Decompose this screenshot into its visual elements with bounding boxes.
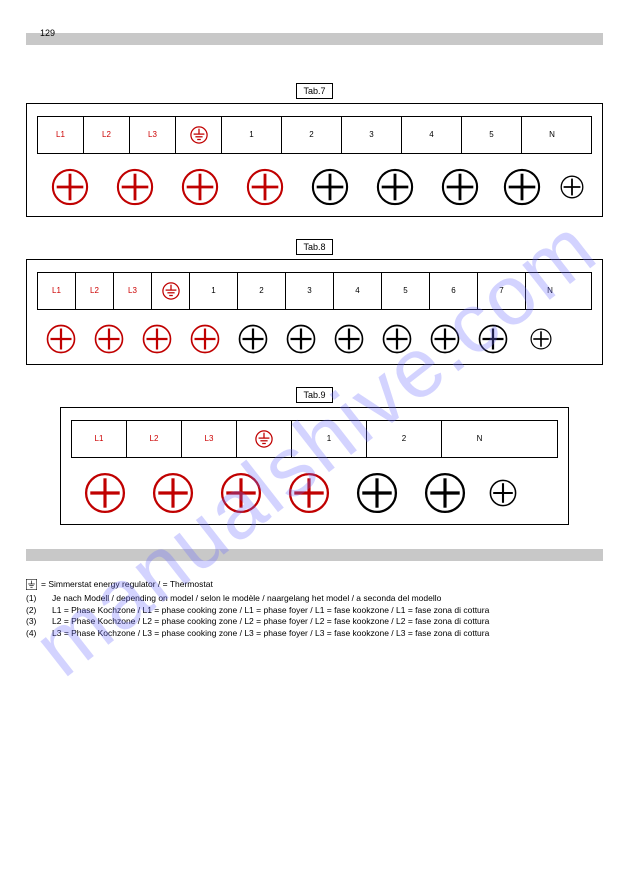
screw-terminal-icon — [297, 168, 362, 206]
page-title — [0, 51, 629, 61]
screw-terminal-icon — [181, 324, 229, 354]
footer-line: (3) L2 = Phase Kochzone / L2 = phase cook… — [26, 616, 603, 627]
terminal-label: 4 — [334, 273, 382, 309]
footer: = Simmerstat energy regulator / = Thermo… — [26, 579, 603, 639]
ground-icon — [26, 579, 37, 593]
ground-icon — [152, 273, 190, 309]
tab8-caption: Tab.8 — [296, 239, 332, 255]
footnote-text: L3 = Phase Kochzone / L3 = phase cooking… — [52, 628, 489, 639]
footnote-number: (2) — [26, 605, 48, 616]
screw-terminal-icon — [37, 168, 102, 206]
footnote-text: L1 = Phase Kochzone / L1 = phase cooking… — [52, 605, 489, 616]
screw-terminal-icon — [85, 324, 133, 354]
ground-icon — [176, 117, 222, 153]
footer-line: (2) L1 = Phase Kochzone / L1 = phase cook… — [26, 605, 603, 616]
terminal-label: 1 — [292, 421, 367, 457]
footnote-number: (4) — [26, 628, 48, 639]
screw-terminal-icon — [343, 472, 411, 514]
screw-terminal-icon — [469, 324, 517, 354]
screw-terminal-icon — [427, 168, 492, 206]
terminal-label: L3 — [114, 273, 152, 309]
terminal-label: 5 — [382, 273, 430, 309]
screw-terminal-icon — [411, 472, 479, 514]
terminal-label: N — [442, 421, 517, 457]
terminal-label: N — [522, 117, 582, 153]
tab9-label-row: L1L2L3 12N — [71, 420, 558, 458]
footnote-text: Je nach Modell / depending on model / se… — [52, 593, 441, 604]
terminal-label: L2 — [84, 117, 130, 153]
terminal-label: 3 — [342, 117, 402, 153]
screw-terminal-icon — [37, 324, 85, 354]
terminal-label: L2 — [127, 421, 182, 457]
screw-terminal-icon — [421, 324, 469, 354]
terminal-label: 2 — [282, 117, 342, 153]
panel-tab8: L1L2L3 1234567N — [26, 259, 603, 365]
footnote-number: (3) — [26, 616, 48, 627]
screw-terminal-icon — [139, 472, 207, 514]
screw-terminal-icon — [325, 324, 373, 354]
terminal-label: L2 — [76, 273, 114, 309]
footer-line: (1) Je nach Modell / depending on model /… — [26, 593, 603, 604]
screw-terminal-icon — [232, 168, 297, 206]
screw-terminal-icon — [373, 324, 421, 354]
panel-tab7: L1L2L3 12345N — [26, 103, 603, 217]
top-grey-bar — [26, 33, 603, 45]
tab8-icon-row — [37, 324, 592, 354]
terminal-label: 4 — [402, 117, 462, 153]
terminal-label: 2 — [367, 421, 442, 457]
screw-terminal-icon — [492, 168, 552, 206]
tab7-caption: Tab.7 — [296, 83, 332, 99]
screw-terminal-icon — [275, 472, 343, 514]
footnote-number: (1) — [26, 593, 48, 604]
screw-terminal-icon — [133, 324, 181, 354]
terminal-label: L3 — [130, 117, 176, 153]
terminal-label: 6 — [430, 273, 478, 309]
tab7-label-row: L1L2L3 12345N — [37, 116, 592, 154]
footer-legend: = Simmerstat energy regulator / = Thermo… — [41, 579, 213, 593]
bottom-grey-bar — [26, 549, 603, 561]
terminal-label: 5 — [462, 117, 522, 153]
panel-tab9: L1L2L3 12N — [60, 407, 569, 525]
terminal-label: L1 — [72, 421, 127, 457]
screw-terminal-icon — [552, 175, 592, 199]
tab8-label-row: L1L2L3 1234567N — [37, 272, 592, 310]
screw-terminal-icon — [362, 168, 427, 206]
tab9-caption: Tab.9 — [296, 387, 332, 403]
screw-terminal-icon — [102, 168, 167, 206]
screw-terminal-icon — [71, 472, 139, 514]
screw-terminal-icon — [207, 472, 275, 514]
tab9-icon-row — [71, 472, 558, 514]
terminal-label: N — [526, 273, 574, 309]
tab7-icon-row — [37, 168, 592, 206]
footer-line: (4) L3 = Phase Kochzone / L3 = phase cook… — [26, 628, 603, 639]
terminal-label: L1 — [38, 273, 76, 309]
screw-terminal-icon — [277, 324, 325, 354]
terminal-label: 7 — [478, 273, 526, 309]
page-number: 129 — [40, 28, 55, 38]
terminal-label: 1 — [222, 117, 282, 153]
footnote-text: L2 = Phase Kochzone / L2 = phase cooking… — [52, 616, 489, 627]
terminal-label: L1 — [38, 117, 84, 153]
screw-terminal-icon — [167, 168, 232, 206]
screw-terminal-icon — [479, 479, 527, 507]
terminal-label: 3 — [286, 273, 334, 309]
ground-icon — [237, 421, 292, 457]
terminal-label: 2 — [238, 273, 286, 309]
screw-terminal-icon — [229, 324, 277, 354]
screw-terminal-icon — [517, 328, 565, 350]
terminal-label: L3 — [182, 421, 237, 457]
terminal-label: 1 — [190, 273, 238, 309]
